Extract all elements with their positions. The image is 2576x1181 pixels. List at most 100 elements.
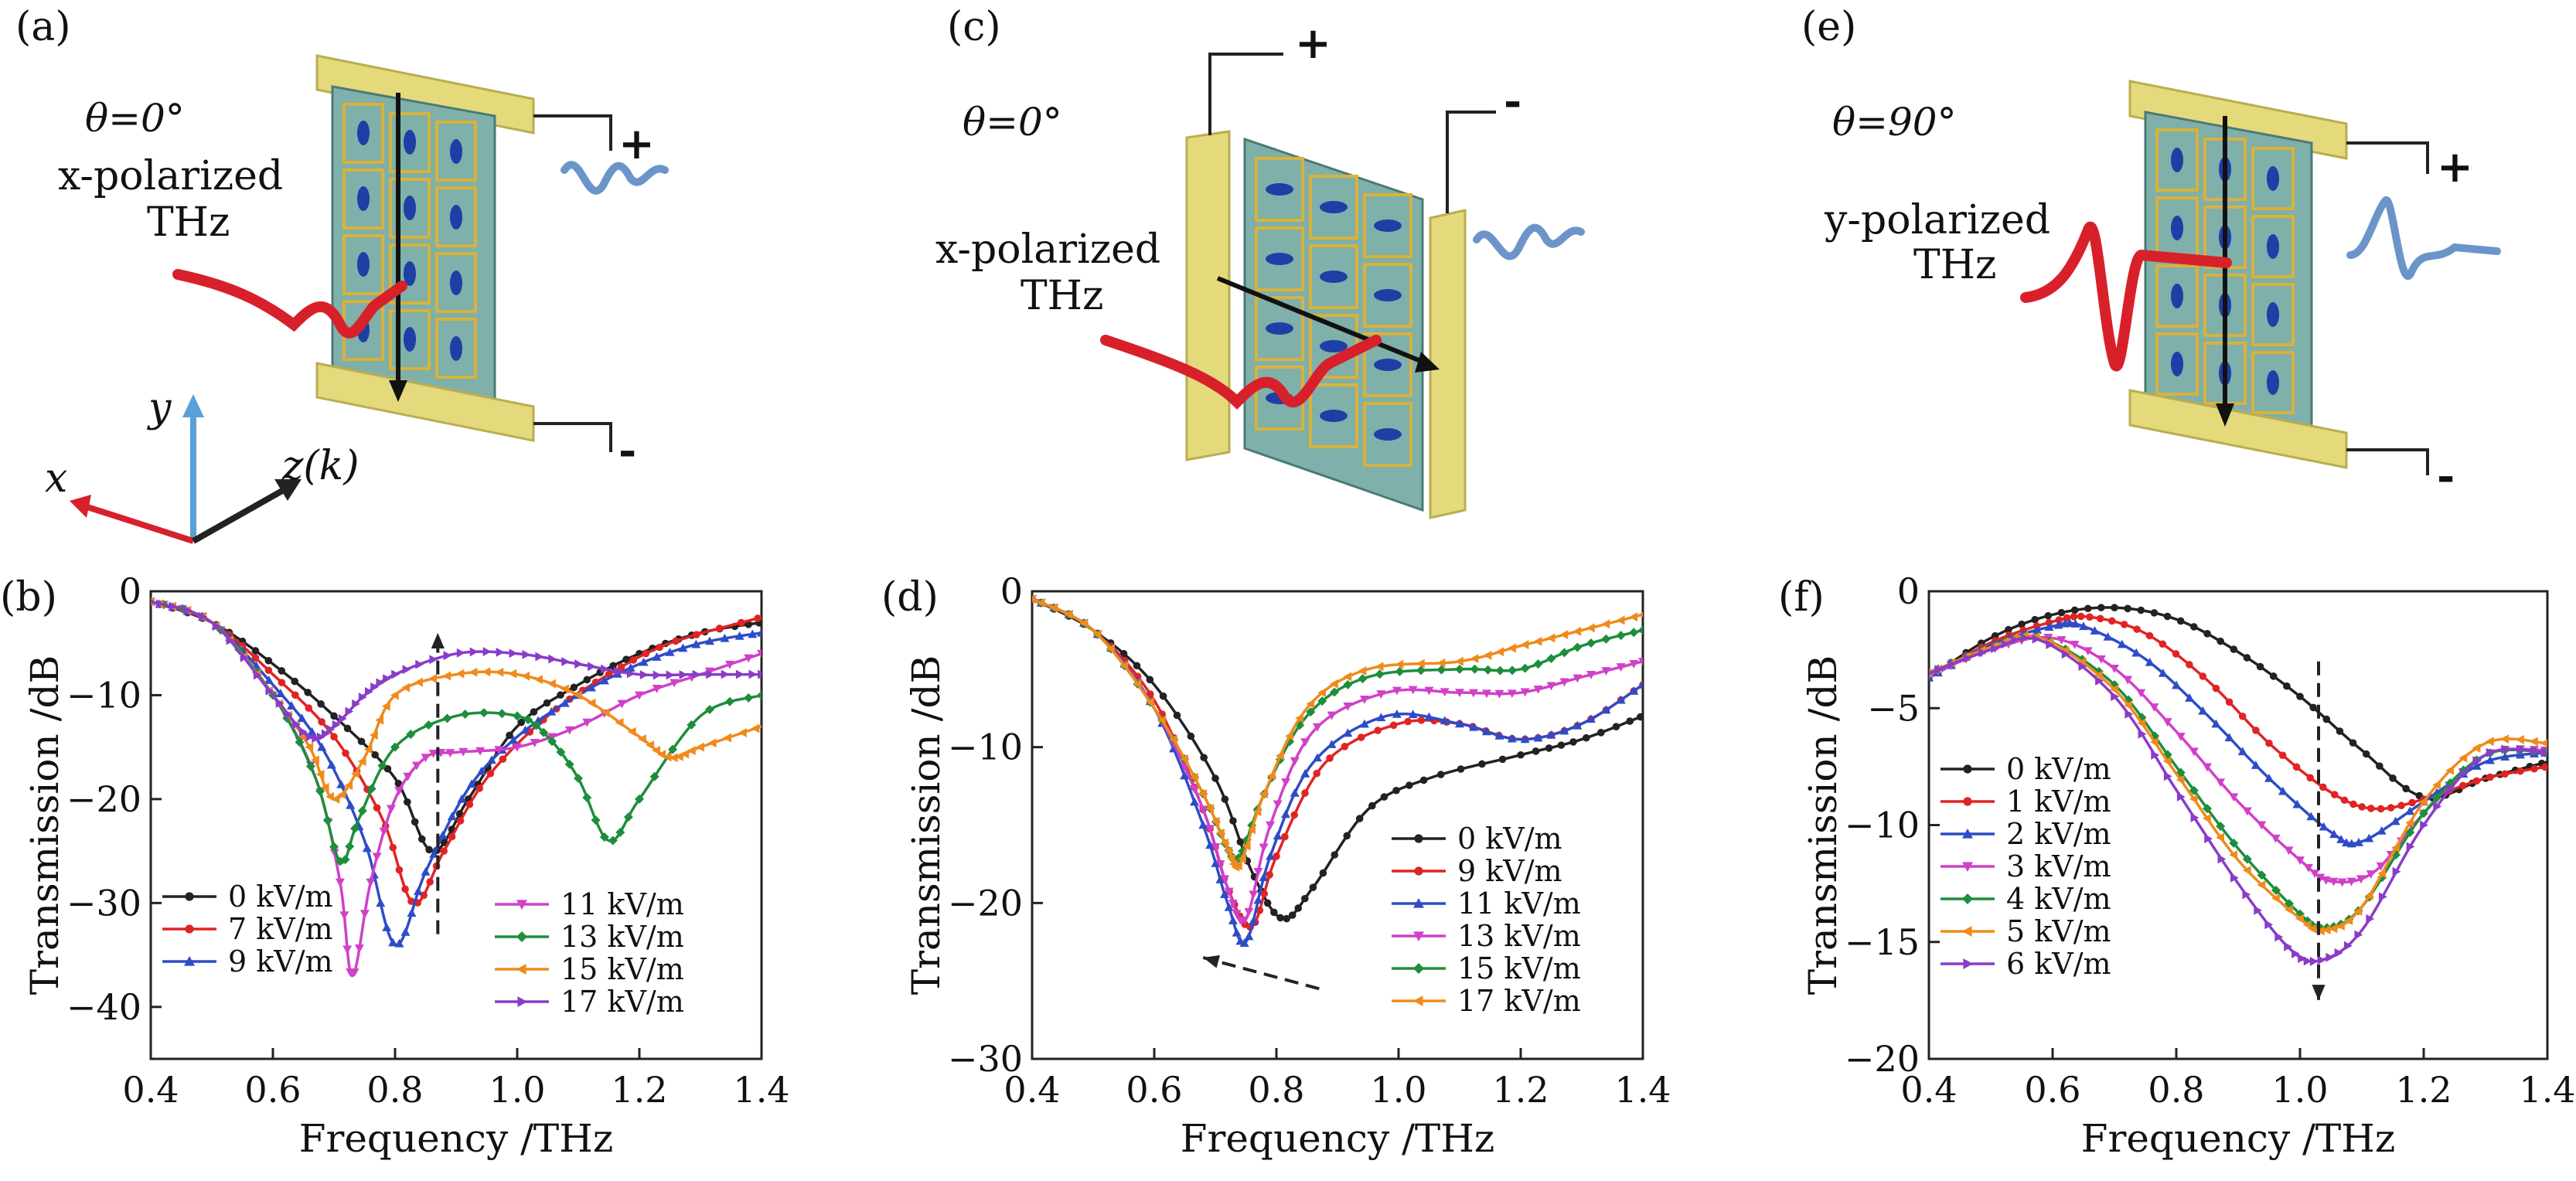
data-point bbox=[548, 654, 557, 664]
data-point bbox=[1106, 644, 1115, 654]
data-point bbox=[1478, 760, 1486, 768]
data-point bbox=[402, 665, 411, 675]
data-point bbox=[1601, 667, 1611, 676]
data-point bbox=[687, 746, 696, 756]
data-point bbox=[1205, 803, 1215, 813]
data-point bbox=[2322, 925, 2331, 935]
x-axis-arrow bbox=[83, 503, 195, 544]
data-point bbox=[1440, 716, 1450, 725]
data-point bbox=[291, 691, 299, 699]
data-point bbox=[547, 706, 557, 716]
data-point bbox=[2033, 625, 2043, 634]
data-point bbox=[1229, 817, 1237, 825]
data-point bbox=[297, 713, 307, 723]
data-point bbox=[1224, 902, 1234, 911]
data-point bbox=[1629, 628, 1639, 638]
data-point bbox=[2216, 778, 2226, 788]
data-point bbox=[2336, 835, 2346, 843]
panel-label-b: (b) bbox=[0, 574, 57, 621]
data-point bbox=[316, 732, 325, 742]
data-point bbox=[757, 649, 762, 659]
data-point bbox=[1252, 806, 1262, 816]
data-point bbox=[2242, 807, 2252, 816]
data-point bbox=[1239, 938, 1249, 948]
data-point bbox=[2189, 785, 2199, 795]
data-point bbox=[1273, 853, 1280, 860]
data-point bbox=[1533, 685, 1543, 694]
data-point bbox=[1331, 851, 1339, 859]
data-point bbox=[693, 631, 700, 638]
data-point bbox=[646, 740, 654, 750]
data-point bbox=[2326, 952, 2335, 962]
series-6-kV-m bbox=[1929, 633, 2547, 966]
data-point bbox=[275, 689, 285, 697]
data-point bbox=[457, 794, 467, 803]
unit-cells-a bbox=[342, 103, 477, 379]
legend-label: 7 kV/m bbox=[228, 912, 333, 946]
data-point bbox=[2107, 617, 2116, 625]
data-point bbox=[305, 761, 315, 771]
data-point bbox=[1259, 789, 1268, 799]
data-point bbox=[1481, 689, 1491, 699]
data-point bbox=[2408, 798, 2416, 807]
x-tick-label: 0.8 bbox=[1248, 1069, 1304, 1111]
data-point bbox=[2271, 893, 2280, 904]
incident-pulse-e bbox=[2020, 221, 2232, 372]
x-tick-label: 1.0 bbox=[1370, 1069, 1426, 1111]
bottom-electrode-e bbox=[2128, 389, 2348, 469]
data-point bbox=[2292, 763, 2301, 771]
data-point bbox=[2349, 739, 2357, 747]
y-axis-title: Transmission /dB bbox=[22, 655, 67, 995]
data-point bbox=[2540, 739, 2547, 747]
data-point bbox=[379, 827, 389, 836]
data-point bbox=[401, 682, 411, 693]
data-point bbox=[1079, 618, 1088, 628]
data-point bbox=[1133, 662, 1141, 670]
data-point bbox=[1300, 769, 1310, 778]
data-point bbox=[509, 648, 518, 659]
data-point bbox=[613, 666, 622, 676]
data-point bbox=[561, 684, 569, 694]
data-point bbox=[2302, 920, 2312, 930]
data-point bbox=[522, 649, 531, 659]
data-point bbox=[1180, 771, 1190, 780]
data-point bbox=[2392, 866, 2401, 876]
legend-marker bbox=[516, 964, 526, 975]
data-point bbox=[2446, 784, 2455, 794]
data-point bbox=[278, 679, 286, 686]
data-point bbox=[1273, 831, 1283, 840]
data-point bbox=[264, 656, 273, 665]
data-point bbox=[387, 805, 397, 814]
data-point bbox=[317, 742, 327, 751]
data-point bbox=[2295, 914, 2304, 924]
data-point bbox=[625, 663, 635, 672]
plot-frame bbox=[1031, 590, 1644, 1060]
data-point bbox=[305, 732, 315, 742]
data-point bbox=[345, 842, 355, 852]
transmitted-pulse-a bbox=[561, 161, 669, 195]
incident-pulse-a bbox=[172, 269, 407, 339]
data-point bbox=[1200, 754, 1208, 761]
data-point bbox=[704, 636, 714, 645]
data-point bbox=[1408, 686, 1418, 695]
data-point bbox=[506, 731, 513, 740]
data-point bbox=[2530, 764, 2538, 773]
data-point bbox=[723, 733, 732, 743]
data-point bbox=[1376, 713, 1386, 722]
data-point bbox=[2458, 781, 2467, 790]
data-point bbox=[1227, 853, 1235, 863]
data-point bbox=[2203, 804, 2212, 814]
data-point bbox=[330, 712, 338, 720]
data-point bbox=[1295, 713, 1303, 723]
data-point bbox=[1440, 688, 1450, 697]
data-point bbox=[513, 711, 522, 721]
data-point bbox=[320, 782, 329, 792]
data-point bbox=[1546, 633, 1555, 643]
data-point bbox=[508, 669, 517, 679]
data-point bbox=[2310, 870, 2320, 878]
data-point bbox=[2315, 873, 2326, 883]
data-point bbox=[2402, 784, 2410, 793]
data-point bbox=[2151, 750, 2160, 760]
legend-label: 13 kV/m bbox=[561, 920, 684, 954]
data-point bbox=[2159, 640, 2167, 648]
